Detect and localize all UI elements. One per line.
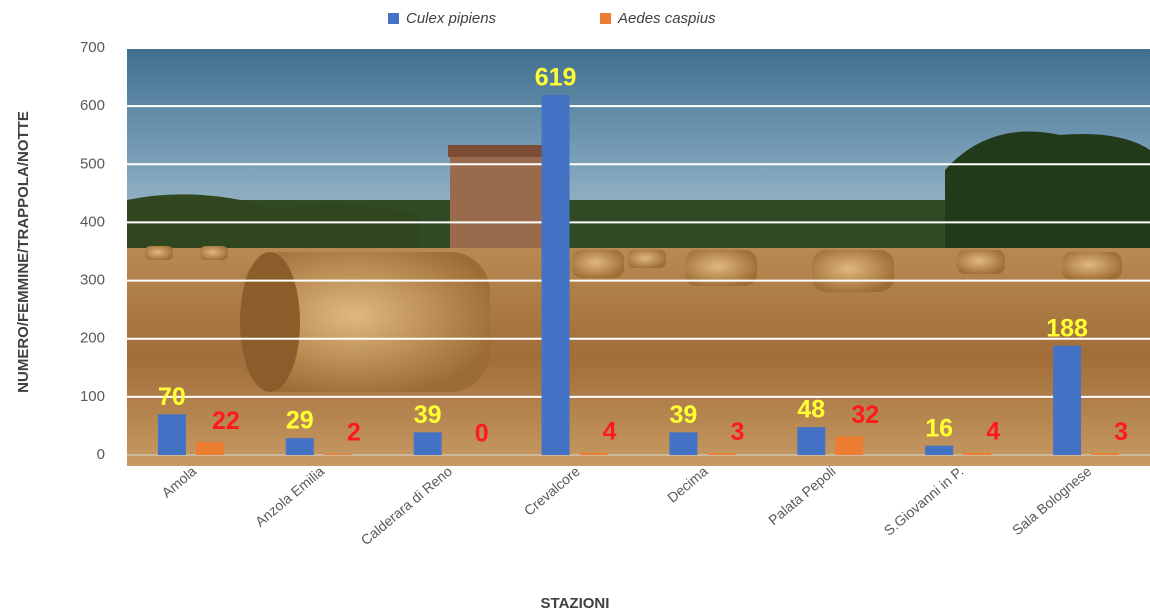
y-tick-label: 200 bbox=[80, 330, 105, 347]
data-label: 16 bbox=[925, 414, 953, 442]
y-tick-label: 700 bbox=[80, 39, 105, 56]
x-tick-label: Amola bbox=[159, 463, 200, 501]
data-label: 188 bbox=[1046, 314, 1088, 342]
data-label: 2 bbox=[347, 418, 361, 446]
bar bbox=[579, 452, 608, 455]
legend-label: Culex pipiens bbox=[406, 10, 497, 27]
data-label: 3 bbox=[1114, 418, 1128, 446]
data-label: 4 bbox=[603, 417, 617, 445]
data-label: 619 bbox=[535, 64, 577, 92]
y-axis-title: NUMERO/FEMMINE/TRAPPOLA/NOTTE bbox=[15, 111, 32, 393]
bar bbox=[541, 95, 570, 456]
bar bbox=[157, 414, 186, 455]
legend-swatch bbox=[600, 13, 611, 24]
background-photo bbox=[127, 48, 1150, 466]
y-tick-label: 400 bbox=[80, 213, 105, 230]
x-tick-label: S.Giovanni in P. bbox=[881, 463, 967, 539]
bar bbox=[963, 452, 992, 455]
x-tick-label: Crevalcore bbox=[521, 463, 583, 519]
y-tick-label: 0 bbox=[97, 446, 105, 463]
data-label: 22 bbox=[212, 407, 240, 435]
data-label: 39 bbox=[414, 401, 442, 429]
y-tick-label: 600 bbox=[80, 97, 105, 114]
x-axis-title: STAZIONI bbox=[541, 595, 610, 612]
bar bbox=[1091, 453, 1120, 455]
data-label: 32 bbox=[851, 401, 879, 429]
bar bbox=[285, 438, 314, 455]
x-tick-label: Anzola Emilia bbox=[252, 463, 327, 530]
bar bbox=[707, 453, 736, 455]
data-label: 4 bbox=[986, 417, 1000, 445]
bar bbox=[669, 432, 698, 455]
y-tick-label: 100 bbox=[80, 388, 105, 405]
data-label: 3 bbox=[730, 418, 744, 446]
bar bbox=[413, 432, 442, 455]
data-label: 70 bbox=[158, 383, 186, 411]
x-tick-label: Calderara di Reno bbox=[358, 463, 455, 548]
x-tick-label: Sala Bolognese bbox=[1009, 463, 1095, 538]
bar bbox=[1053, 345, 1082, 455]
data-label: 0 bbox=[475, 420, 489, 448]
bar bbox=[797, 427, 826, 455]
x-tick-label: Decima bbox=[664, 463, 711, 506]
data-label: 48 bbox=[797, 396, 825, 424]
bar bbox=[835, 436, 864, 455]
data-label: 39 bbox=[670, 401, 698, 429]
bar bbox=[323, 453, 352, 455]
bar bbox=[195, 442, 224, 455]
legend-label: Aedes caspius bbox=[617, 10, 716, 27]
x-tick-label: Palata Pepoli bbox=[765, 463, 838, 528]
data-label: 29 bbox=[286, 407, 314, 435]
y-tick-label: 500 bbox=[80, 155, 105, 172]
y-tick-label: 300 bbox=[80, 272, 105, 289]
legend-swatch bbox=[388, 13, 399, 24]
bar bbox=[925, 445, 954, 455]
